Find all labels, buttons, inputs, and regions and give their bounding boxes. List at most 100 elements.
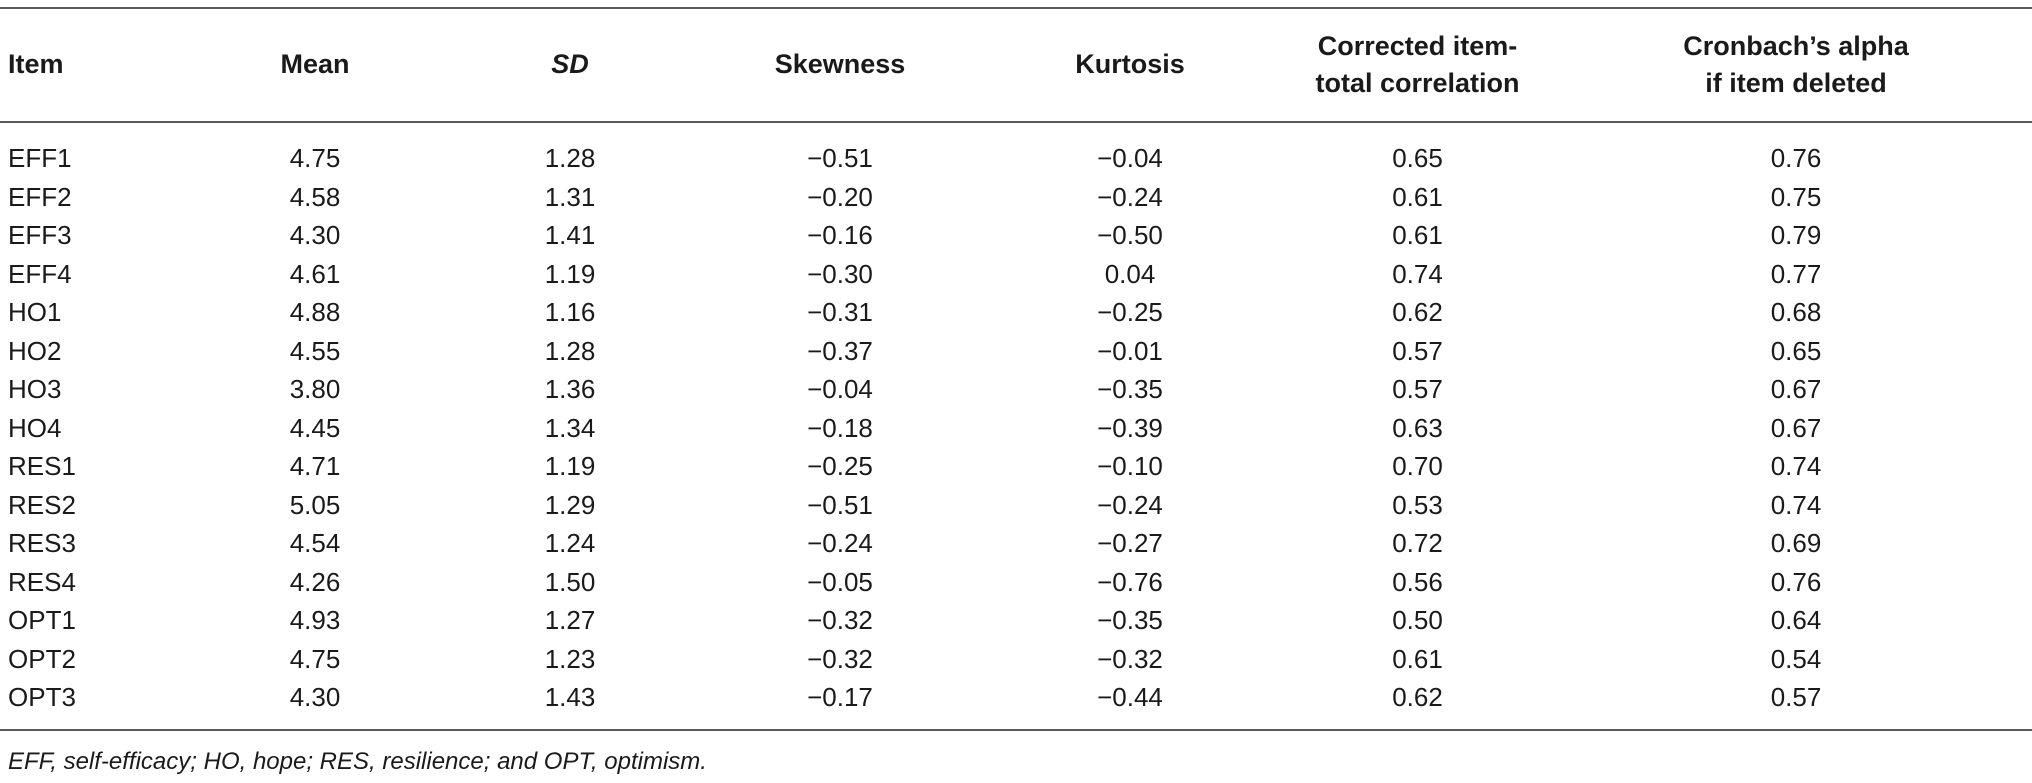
cell-corrected-item-total-correlation: 0.53	[1392, 489, 1443, 520]
cell-kurtosis: −0.35	[1097, 605, 1163, 636]
table-row: RES4 4.26 1.50 −0.05 −0.76 0.56 0.76	[0, 563, 2032, 602]
cell-skewness: −0.30	[807, 258, 873, 289]
cell-corrected-item-total-correlation: 0.57	[1392, 374, 1443, 405]
cell-item: OPT1	[8, 605, 76, 636]
cell-sd: 1.28	[544, 143, 596, 174]
cell-sd: 1.50	[544, 566, 596, 597]
cell-corrected-item-total-correlation: 0.74	[1392, 258, 1443, 289]
col-header-item: Item	[8, 49, 64, 79]
cell-cronbach-alpha: 0.79	[1770, 220, 1822, 251]
cell-skewness: −0.32	[807, 605, 873, 636]
cell-corrected-item-total-correlation: 0.62	[1392, 682, 1443, 713]
cell-item: EFF2	[8, 181, 72, 212]
cell-kurtosis: −0.01	[1097, 335, 1163, 366]
cell-skewness: −0.17	[807, 682, 873, 713]
table-row: OPT3 4.30 1.43 −0.17 −0.44 0.62 0.57	[0, 678, 2032, 717]
cell-mean: 4.26	[289, 566, 341, 597]
cell-sd: 1.34	[544, 412, 596, 443]
cell-kurtosis: −0.35	[1097, 374, 1163, 405]
cell-sd: 1.19	[544, 451, 596, 482]
col-header-corrected-label: Corrected item-total correlation	[1315, 30, 1520, 98]
cell-corrected-item-total-correlation: 0.63	[1392, 412, 1443, 443]
col-header-kurtosis: Kurtosis	[1075, 49, 1185, 79]
cell-item: RES3	[8, 528, 76, 559]
cell-kurtosis: −0.32	[1097, 643, 1163, 674]
table-row: HO2 4.55 1.28 −0.37 −0.01 0.57 0.65	[0, 332, 2032, 371]
table-row: RES1 4.71 1.19 −0.25 −0.10 0.70 0.74	[0, 447, 2032, 486]
cell-sd: 1.16	[544, 297, 596, 328]
cell-kurtosis: −0.25	[1097, 297, 1163, 328]
cell-corrected-item-total-correlation: 0.57	[1392, 335, 1443, 366]
cell-sd: 1.36	[544, 374, 596, 405]
cell-mean: 4.61	[289, 258, 341, 289]
table-row: OPT1 4.93 1.27 −0.32 −0.35 0.50 0.64	[0, 601, 2032, 640]
cell-corrected-item-total-correlation: 0.61	[1392, 643, 1443, 674]
cell-item: OPT3	[8, 682, 76, 713]
col-header-corrected-item-total-correlation: Corrected item-total correlation	[1275, 8, 1560, 121]
cell-sd: 1.41	[544, 220, 596, 251]
col-header-skewness: Skewness	[774, 49, 906, 79]
table-body: EFF1 4.75 1.28 −0.51 −0.04 0.65 0.76 EFF2 4.58 1.…	[0, 121, 2032, 717]
cell-skewness: −0.16	[807, 220, 873, 251]
col-header-mean: Mean	[280, 49, 350, 79]
cell-kurtosis: −0.27	[1097, 528, 1163, 559]
cell-corrected-item-total-correlation: 0.61	[1392, 181, 1443, 212]
descriptive-statistics-table: Item Mean SD Skewness Kurtosis Corrected…	[0, 8, 2032, 717]
col-header-cronbach-alpha: Cronbach’s alpha if item deleted	[1560, 8, 2032, 121]
col-header-sd: SD	[551, 49, 589, 79]
cell-skewness: −0.32	[807, 643, 873, 674]
cell-sd: 1.43	[544, 682, 596, 713]
cell-kurtosis: −0.10	[1097, 451, 1163, 482]
cell-mean: 4.71	[289, 451, 341, 482]
cell-sd: 1.29	[544, 489, 596, 520]
cell-sd: 1.19	[544, 258, 596, 289]
cell-mean: 4.75	[289, 143, 341, 174]
cell-skewness: −0.20	[807, 181, 873, 212]
cell-kurtosis: −0.76	[1097, 566, 1163, 597]
cell-corrected-item-total-correlation: 0.50	[1392, 605, 1443, 636]
table-row: HO3 3.80 1.36 −0.04 −0.35 0.57 0.67	[0, 370, 2032, 409]
table-row: EFF1 4.75 1.28 −0.51 −0.04 0.65 0.76	[0, 121, 2032, 178]
cell-kurtosis: −0.44	[1097, 682, 1163, 713]
cell-kurtosis: −0.24	[1097, 181, 1163, 212]
table-row: RES2 5.05 1.29 −0.51 −0.24 0.53 0.74	[0, 486, 2032, 525]
cell-item: RES4	[8, 566, 76, 597]
cell-corrected-item-total-correlation: 0.65	[1392, 143, 1443, 174]
cell-cronbach-alpha: 0.68	[1770, 297, 1822, 328]
cell-skewness: −0.31	[807, 297, 873, 328]
cell-cronbach-alpha: 0.65	[1770, 335, 1822, 366]
cell-skewness: −0.51	[807, 489, 873, 520]
cell-kurtosis: −0.50	[1097, 220, 1163, 251]
col-header-cronbach-label: Cronbach’s alpha if item deleted	[1683, 30, 1909, 98]
cell-kurtosis: −0.24	[1097, 489, 1163, 520]
table-row: HO1 4.88 1.16 −0.31 −0.25 0.62 0.68	[0, 293, 2032, 332]
header-row: Item Mean SD Skewness Kurtosis Corrected…	[0, 8, 2032, 121]
cell-cronbach-alpha: 0.77	[1770, 258, 1822, 289]
cell-mean: 4.30	[289, 682, 341, 713]
table-row: EFF3 4.30 1.41 −0.16 −0.50 0.61 0.79	[0, 216, 2032, 255]
cell-item: EFF4	[8, 258, 72, 289]
cell-corrected-item-total-correlation: 0.56	[1392, 566, 1443, 597]
cell-sd: 1.24	[544, 528, 596, 559]
table-row: HO4 4.45 1.34 −0.18 −0.39 0.63 0.67	[0, 409, 2032, 448]
cell-item: HO1	[8, 297, 62, 328]
cell-skewness: −0.25	[807, 451, 873, 482]
cell-mean: 4.30	[289, 220, 341, 251]
cell-kurtosis: 0.04	[1104, 258, 1156, 289]
cell-item: HO2	[8, 335, 62, 366]
cell-item: HO4	[8, 412, 62, 443]
cell-item: EFF3	[8, 220, 72, 251]
cell-cronbach-alpha: 0.67	[1770, 374, 1822, 405]
cell-mean: 4.54	[289, 528, 341, 559]
cell-mean: 3.80	[289, 374, 341, 405]
cell-cronbach-alpha: 0.69	[1770, 528, 1822, 559]
header-rule	[0, 121, 2032, 123]
cell-corrected-item-total-correlation: 0.72	[1392, 528, 1443, 559]
cell-skewness: −0.51	[807, 143, 873, 174]
table-row: OPT2 4.75 1.23 −0.32 −0.32 0.61 0.54	[0, 640, 2032, 679]
cell-sd: 1.31	[544, 181, 596, 212]
cell-item: RES1	[8, 451, 76, 482]
cell-cronbach-alpha: 0.67	[1770, 412, 1822, 443]
table-footnote: EFF, self-efficacy; HO, hope; RES, resil…	[8, 748, 707, 775]
